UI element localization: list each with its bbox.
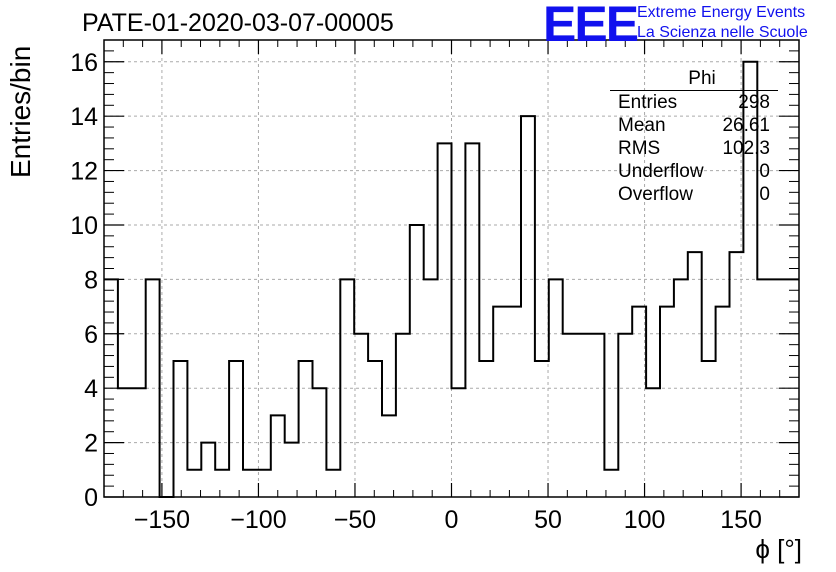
- x-tick-label: 50: [534, 506, 562, 534]
- histogram-bin: [201, 443, 215, 497]
- stats-label: Entries: [618, 92, 678, 113]
- stats-row-mean: Mean 26.61: [610, 114, 778, 137]
- y-tick-label: 16: [70, 49, 98, 77]
- x-tick-label: 150: [720, 506, 762, 534]
- histogram-bin: [618, 334, 632, 497]
- stats-value: 102.3: [722, 138, 770, 159]
- stats-value: 0: [759, 161, 770, 182]
- histogram-bin: [368, 361, 382, 497]
- y-tick-label: 0: [84, 484, 98, 512]
- histogram-bin: [410, 225, 424, 497]
- histogram-bin: [326, 470, 340, 497]
- histogram-bin: [354, 334, 368, 497]
- histogram-bin: [688, 252, 702, 497]
- histogram-bin: [299, 361, 313, 497]
- histogram-bin: [604, 470, 618, 497]
- histogram-bin: [271, 415, 285, 497]
- chart-title: PATE-01-2020-03-07-00005: [82, 9, 394, 37]
- histogram-bin: [243, 470, 257, 497]
- histogram-bin: [382, 415, 396, 497]
- y-tick-label: 6: [84, 321, 98, 349]
- stats-label: Overflow: [618, 184, 693, 205]
- histogram-bin: [438, 143, 452, 497]
- y-tick-label: 10: [70, 212, 98, 240]
- histogram-bin: [132, 388, 146, 497]
- stats-row-overflow: Overflow 0: [610, 183, 778, 206]
- histogram-bin: [577, 334, 591, 497]
- histogram-bin: [535, 361, 549, 497]
- histogram-bin: [493, 307, 507, 497]
- histogram-bin: [660, 307, 674, 497]
- histogram-bin: [591, 334, 605, 497]
- stats-label: Mean: [618, 115, 666, 136]
- histogram-bin: [521, 116, 535, 497]
- stats-value: 0: [759, 184, 770, 205]
- y-tick-label: 4: [84, 375, 98, 403]
- histogram-outline: [104, 60, 799, 498]
- y-axis-label: Entries/bin: [5, 45, 36, 178]
- histogram-bin: [702, 361, 716, 497]
- y-tick-label: 2: [84, 430, 98, 458]
- stats-box: Phi Entries 298 Mean 26.61 RMS 102.3 Und…: [610, 68, 778, 206]
- logo-caption: Extreme Energy Events La Scienza nelle S…: [637, 3, 808, 43]
- y-tick-label: 8: [84, 266, 98, 294]
- stats-title: Phi: [610, 68, 778, 91]
- stats-row-underflow: Underflow 0: [610, 160, 778, 183]
- axis-ticks: [104, 39, 799, 498]
- stats-value: 298: [738, 92, 770, 113]
- y-tick-label: 14: [70, 103, 98, 131]
- stats-value: 26.61: [722, 115, 770, 136]
- histogram-bin: [507, 307, 521, 497]
- x-tick-label: −150: [134, 506, 190, 534]
- logo-caption-line2: La Scienza nelle Scuole: [637, 24, 808, 41]
- stats-label: Underflow: [618, 161, 704, 182]
- histogram-bin: [174, 361, 188, 497]
- x-axis-label: ϕ [°]: [755, 534, 802, 564]
- histogram-bin: [396, 334, 410, 497]
- x-tick-label: −100: [230, 506, 286, 534]
- x-tick-label: 0: [445, 506, 459, 534]
- stats-row-entries: Entries 298: [610, 91, 778, 114]
- histogram-bin: [479, 361, 493, 497]
- x-tick-label: −50: [334, 506, 376, 534]
- logo-caption-line1: Extreme Energy Events: [637, 4, 806, 21]
- histogram-bin: [285, 443, 299, 497]
- stats-label: RMS: [618, 138, 661, 159]
- histogram-bin: [229, 361, 243, 497]
- tick-labels: −150 −100 −50 0 50 100 150 0 2 4 6 8 10 12 14 16: [70, 49, 762, 534]
- histogram-series: [104, 60, 799, 498]
- y-tick-label: 12: [70, 158, 98, 186]
- histogram-bin: [215, 470, 229, 497]
- eee-logo: EEE: [543, 0, 639, 52]
- histogram-bin: [465, 143, 479, 497]
- histogram-bin: [187, 470, 201, 497]
- stats-row-rms: RMS 102.3: [610, 137, 778, 160]
- histogram-bin: [716, 307, 730, 497]
- x-tick-label: 100: [624, 506, 666, 534]
- histogram-bin: [563, 334, 577, 497]
- histogram-bin: [632, 307, 646, 497]
